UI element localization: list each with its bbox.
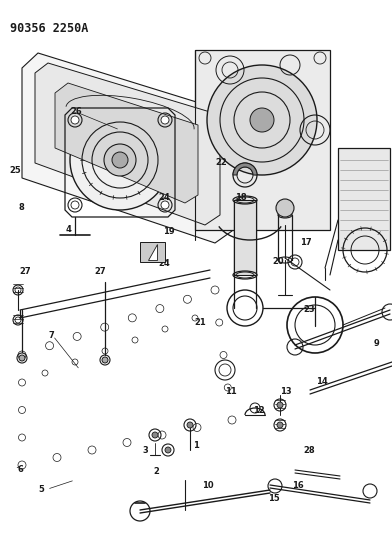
Text: 21: 21 bbox=[194, 318, 206, 327]
Wedge shape bbox=[233, 163, 257, 175]
Text: 15: 15 bbox=[269, 494, 280, 503]
Text: 28: 28 bbox=[304, 446, 316, 455]
Circle shape bbox=[102, 357, 108, 363]
Polygon shape bbox=[148, 244, 157, 260]
Text: 16: 16 bbox=[292, 481, 304, 489]
Circle shape bbox=[165, 447, 171, 453]
Text: 19: 19 bbox=[163, 228, 174, 236]
Text: 14: 14 bbox=[316, 377, 327, 385]
Polygon shape bbox=[140, 242, 165, 262]
Circle shape bbox=[277, 422, 283, 428]
Polygon shape bbox=[22, 53, 232, 243]
Circle shape bbox=[187, 422, 193, 428]
Text: 3: 3 bbox=[142, 446, 148, 455]
Text: 5: 5 bbox=[38, 485, 44, 494]
Text: 12: 12 bbox=[253, 406, 265, 415]
Circle shape bbox=[71, 201, 79, 209]
Circle shape bbox=[70, 110, 170, 210]
Text: 4: 4 bbox=[66, 225, 71, 233]
Text: 27: 27 bbox=[94, 268, 106, 276]
Polygon shape bbox=[338, 148, 390, 250]
Text: 17: 17 bbox=[300, 238, 312, 247]
Text: 2: 2 bbox=[154, 467, 160, 476]
Text: 6: 6 bbox=[18, 465, 23, 473]
Polygon shape bbox=[35, 63, 220, 225]
Polygon shape bbox=[55, 83, 198, 203]
Circle shape bbox=[152, 432, 158, 438]
Text: 27: 27 bbox=[20, 268, 31, 276]
Text: 11: 11 bbox=[225, 387, 237, 396]
Text: 90356 2250A: 90356 2250A bbox=[10, 22, 88, 35]
Polygon shape bbox=[234, 200, 256, 275]
Text: 24: 24 bbox=[159, 193, 171, 201]
Text: 25: 25 bbox=[9, 166, 21, 175]
Circle shape bbox=[19, 355, 25, 361]
Circle shape bbox=[161, 201, 169, 209]
Circle shape bbox=[250, 108, 274, 132]
Text: 8: 8 bbox=[19, 204, 24, 212]
Text: 20: 20 bbox=[272, 257, 284, 265]
Circle shape bbox=[104, 144, 136, 176]
Text: 7: 7 bbox=[48, 332, 54, 340]
Text: 26: 26 bbox=[71, 108, 82, 116]
Text: 18: 18 bbox=[235, 193, 247, 201]
Circle shape bbox=[112, 152, 128, 168]
Text: 10: 10 bbox=[202, 481, 214, 489]
Text: 1: 1 bbox=[193, 441, 199, 449]
Text: 23: 23 bbox=[304, 305, 316, 313]
Text: 9: 9 bbox=[374, 340, 379, 348]
Circle shape bbox=[276, 199, 294, 217]
Circle shape bbox=[207, 65, 317, 175]
Text: 13: 13 bbox=[280, 387, 292, 396]
Text: 22: 22 bbox=[216, 158, 227, 167]
Text: 24: 24 bbox=[159, 260, 171, 268]
Circle shape bbox=[277, 402, 283, 408]
Polygon shape bbox=[195, 50, 330, 230]
Circle shape bbox=[161, 116, 169, 124]
Circle shape bbox=[71, 116, 79, 124]
